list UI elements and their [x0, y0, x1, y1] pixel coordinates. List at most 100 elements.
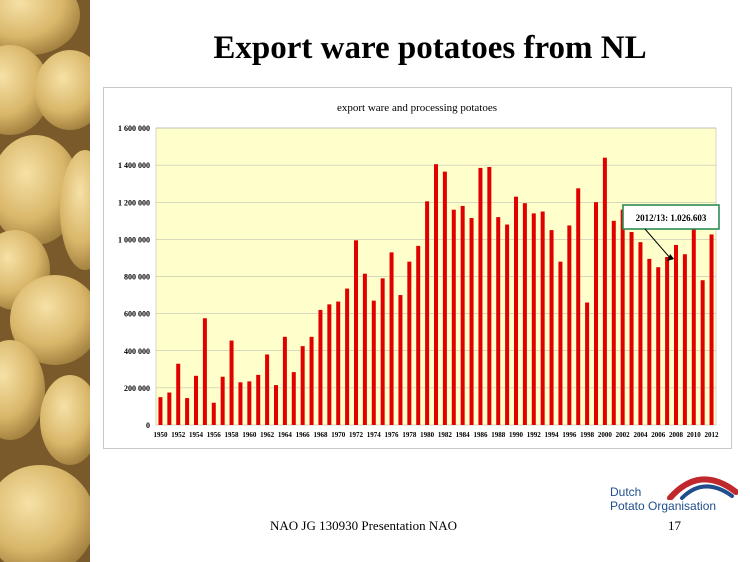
x-tick-label: 1966: [296, 431, 311, 439]
x-tick-label: 1980: [420, 431, 435, 439]
x-tick-label: 1956: [207, 431, 222, 439]
y-tick-label: 400 000: [124, 347, 150, 356]
x-tick-label: 1962: [260, 431, 275, 439]
x-tick-label: 2008: [669, 431, 684, 439]
x-tick-label: 1958: [225, 431, 240, 439]
bar-1994: [549, 230, 554, 425]
y-tick-label: 1 200 000: [118, 198, 150, 207]
bar-1982: [442, 171, 447, 425]
bar-1990: [514, 196, 518, 425]
annotation-box: [622, 204, 720, 230]
x-tick-label: 2002: [616, 431, 631, 439]
bar-1963: [274, 385, 278, 425]
page-number: 17: [668, 518, 681, 533]
bar-1998: [585, 302, 590, 425]
x-tick-label: 1972: [349, 431, 364, 439]
bar-1999: [594, 202, 598, 425]
bar-1953: [185, 398, 190, 425]
bar-1955: [202, 318, 207, 425]
bar-1950: [158, 397, 163, 425]
bar-1971: [345, 288, 350, 425]
x-tick-label: 1984: [456, 431, 471, 439]
bar-1958: [229, 340, 234, 425]
bar-1997: [576, 188, 581, 425]
potato-photo-strip: [0, 0, 90, 562]
bar-1972: [354, 240, 358, 425]
x-tick-label: 2004: [633, 431, 648, 439]
x-tick-label: 1968: [313, 431, 328, 439]
x-tick-label: 2010: [687, 431, 702, 439]
bar-1973: [362, 273, 367, 425]
bar-1968: [318, 309, 323, 425]
bar-2010: [691, 228, 696, 425]
bar-2007: [665, 257, 670, 425]
bar-1964: [282, 336, 287, 425]
x-tick-label: 1960: [242, 431, 256, 439]
bar-1966: [300, 346, 305, 425]
bar-1977: [398, 295, 403, 425]
bar-1992: [531, 213, 536, 425]
annotation-arrow: [644, 228, 671, 259]
bar-1975: [380, 278, 385, 425]
bar-1979: [416, 245, 421, 425]
x-tick-label: 1996: [562, 431, 577, 439]
bar-1952: [176, 363, 181, 425]
bar-2004: [638, 242, 643, 425]
x-tick-label: 1982: [438, 431, 453, 439]
x-tick-label: 1952: [171, 431, 186, 439]
bar-1980: [425, 201, 430, 425]
bar-1965: [291, 372, 296, 425]
bar-1985: [469, 218, 474, 425]
bar-1984: [460, 205, 465, 425]
x-tick-label: 1954: [189, 431, 204, 439]
bar-1991: [522, 203, 527, 425]
bar-1967: [309, 336, 314, 425]
x-tick-label: 1998: [580, 431, 595, 439]
x-tick-label: 2000: [598, 431, 613, 439]
bar-2003: [629, 231, 634, 425]
bar-2008: [674, 244, 678, 425]
slide-title: Export ware potatoes from NL: [213, 30, 647, 66]
bar-1983: [451, 209, 456, 425]
bar-2001: [611, 220, 616, 425]
bar-2000: [602, 157, 607, 425]
y-tick-label: 600 000: [124, 310, 150, 319]
bar-1986: [478, 167, 483, 426]
annotation: 2012/13: 1.026.603: [622, 204, 720, 262]
bar-1970: [336, 301, 341, 425]
x-tick-label: 1978: [402, 431, 417, 439]
bar-1956: [211, 402, 216, 425]
bar-1993: [540, 211, 545, 425]
bar-1981: [434, 164, 438, 425]
bar-1995: [558, 261, 563, 425]
bar-1989: [505, 224, 510, 425]
bars: [158, 157, 714, 426]
x-tick-label: 1994: [545, 431, 560, 439]
bar-1961: [256, 374, 261, 425]
bar-1976: [389, 252, 394, 425]
bar-1988: [496, 217, 501, 425]
x-tick-label: 1974: [367, 431, 382, 439]
bar-2011: [700, 280, 705, 425]
x-axis-ticks: 1950 1952 1954 1956 1958 1960 1962 1964 1966 1968…: [153, 431, 719, 439]
bar-1987: [487, 166, 492, 425]
bar-1969: [327, 304, 332, 425]
annotation-text: 2012/13: 1.026.603: [636, 213, 707, 223]
bar-2012: [709, 234, 714, 425]
bar-2005: [647, 258, 652, 425]
dutch-potato-organisation-logo: Dutch Potato Organisation: [606, 470, 738, 518]
x-tick-label: 1990: [509, 431, 524, 439]
logo-text-dutch: Dutch: [610, 485, 642, 499]
y-tick-label: 1 000 000: [118, 235, 150, 244]
bar-2006: [656, 267, 661, 425]
bar-1974: [371, 300, 376, 425]
x-tick-label: 1992: [527, 431, 542, 439]
bar-1960: [247, 381, 252, 425]
x-tick-label: 1964: [278, 431, 293, 439]
y-tick-label: 1 400 000: [118, 161, 150, 170]
bar-1951: [167, 392, 172, 425]
logo-text-potato-organisation: Potato Organisation: [610, 499, 717, 513]
bar-1954: [194, 375, 198, 425]
bar-1996: [567, 225, 572, 425]
y-axis-ticks: 0 200 000 400 000 600 000 800 000 1 000 000 1 …: [118, 124, 150, 430]
